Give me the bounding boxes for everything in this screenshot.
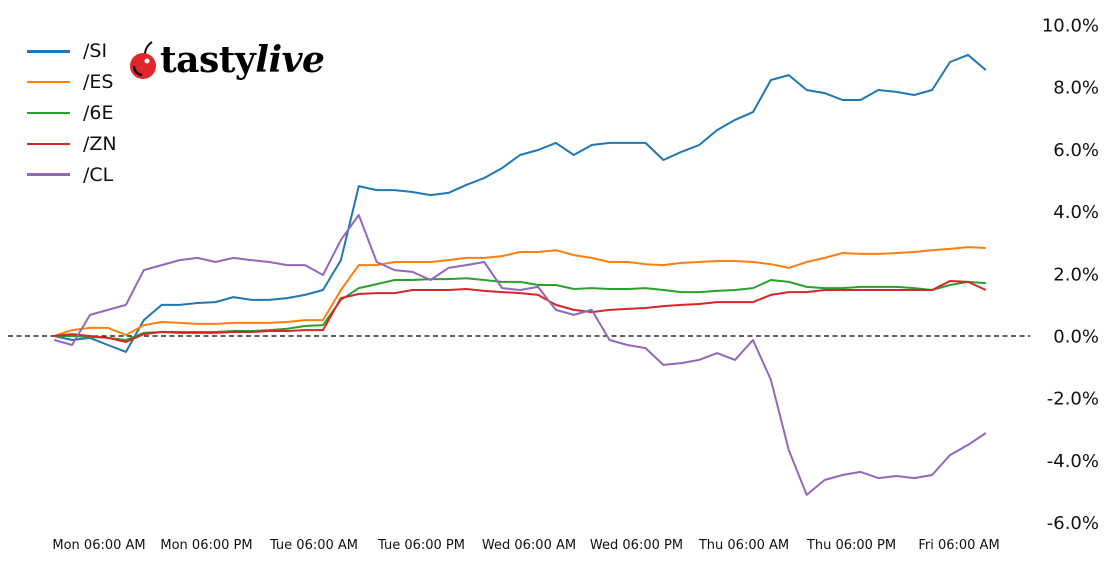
x-tick-label: Tue 06:00 AM bbox=[269, 538, 358, 553]
legend-swatch bbox=[27, 50, 70, 53]
y-tick-label: 2.0% bbox=[1053, 264, 1099, 285]
x-tick-label: Wed 06:00 PM bbox=[590, 538, 683, 553]
series-line-si bbox=[53, 53, 987, 353]
legend-item-cl: /CL bbox=[27, 159, 117, 190]
x-tick-label: Tue 06:00 PM bbox=[377, 538, 465, 553]
legend-swatch bbox=[27, 173, 70, 176]
y-tick-label: 6.0% bbox=[1053, 140, 1099, 161]
y-tick-label: 4.0% bbox=[1053, 202, 1099, 223]
x-tick-label: Mon 06:00 AM bbox=[52, 538, 145, 553]
cherry-icon bbox=[130, 41, 156, 79]
series-line-zn bbox=[54, 280, 987, 343]
legend-swatch bbox=[27, 80, 70, 84]
legend-label: /SI bbox=[83, 40, 108, 63]
legend-label: /CL bbox=[83, 163, 114, 186]
x-tick-label: Wed 06:00 AM bbox=[482, 538, 576, 553]
logo-wordmark: tastylive bbox=[160, 39, 325, 81]
legend-item-zn: /ZN bbox=[27, 128, 117, 159]
legend-swatch bbox=[27, 111, 70, 115]
legend-label: /ZN bbox=[83, 132, 117, 155]
legend-item-es: /ES bbox=[27, 67, 117, 98]
legend-item-6e: /6E bbox=[27, 98, 117, 129]
legend-swatch bbox=[27, 142, 70, 146]
x-tick-label: Thu 06:00 PM bbox=[806, 538, 896, 553]
series-line-6e bbox=[54, 277, 986, 341]
legend: /SI /ES /6E /ZN /CL bbox=[27, 36, 117, 190]
y-tick-label: 0.0% bbox=[1053, 327, 1099, 348]
y-tick-label: 10.0% bbox=[1042, 16, 1099, 37]
y-tick-label: -4.0% bbox=[1047, 451, 1099, 472]
x-tick-label: Fri 06:00 AM bbox=[918, 538, 999, 553]
series-line-cl bbox=[53, 214, 987, 496]
legend-item-si: /SI bbox=[27, 36, 117, 67]
y-tick-label: -6.0% bbox=[1047, 513, 1099, 534]
legend-label: /ES bbox=[83, 71, 114, 94]
y-tick-label: 8.0% bbox=[1053, 78, 1099, 99]
y-tick-label: -2.0% bbox=[1047, 389, 1099, 410]
x-tick-label: Thu 06:00 AM bbox=[698, 538, 789, 553]
tastylive-logo: tastylive bbox=[128, 39, 325, 81]
series-line-es bbox=[53, 246, 986, 337]
x-tick-label: Mon 06:00 PM bbox=[160, 538, 252, 553]
legend-label: /6E bbox=[83, 101, 114, 124]
